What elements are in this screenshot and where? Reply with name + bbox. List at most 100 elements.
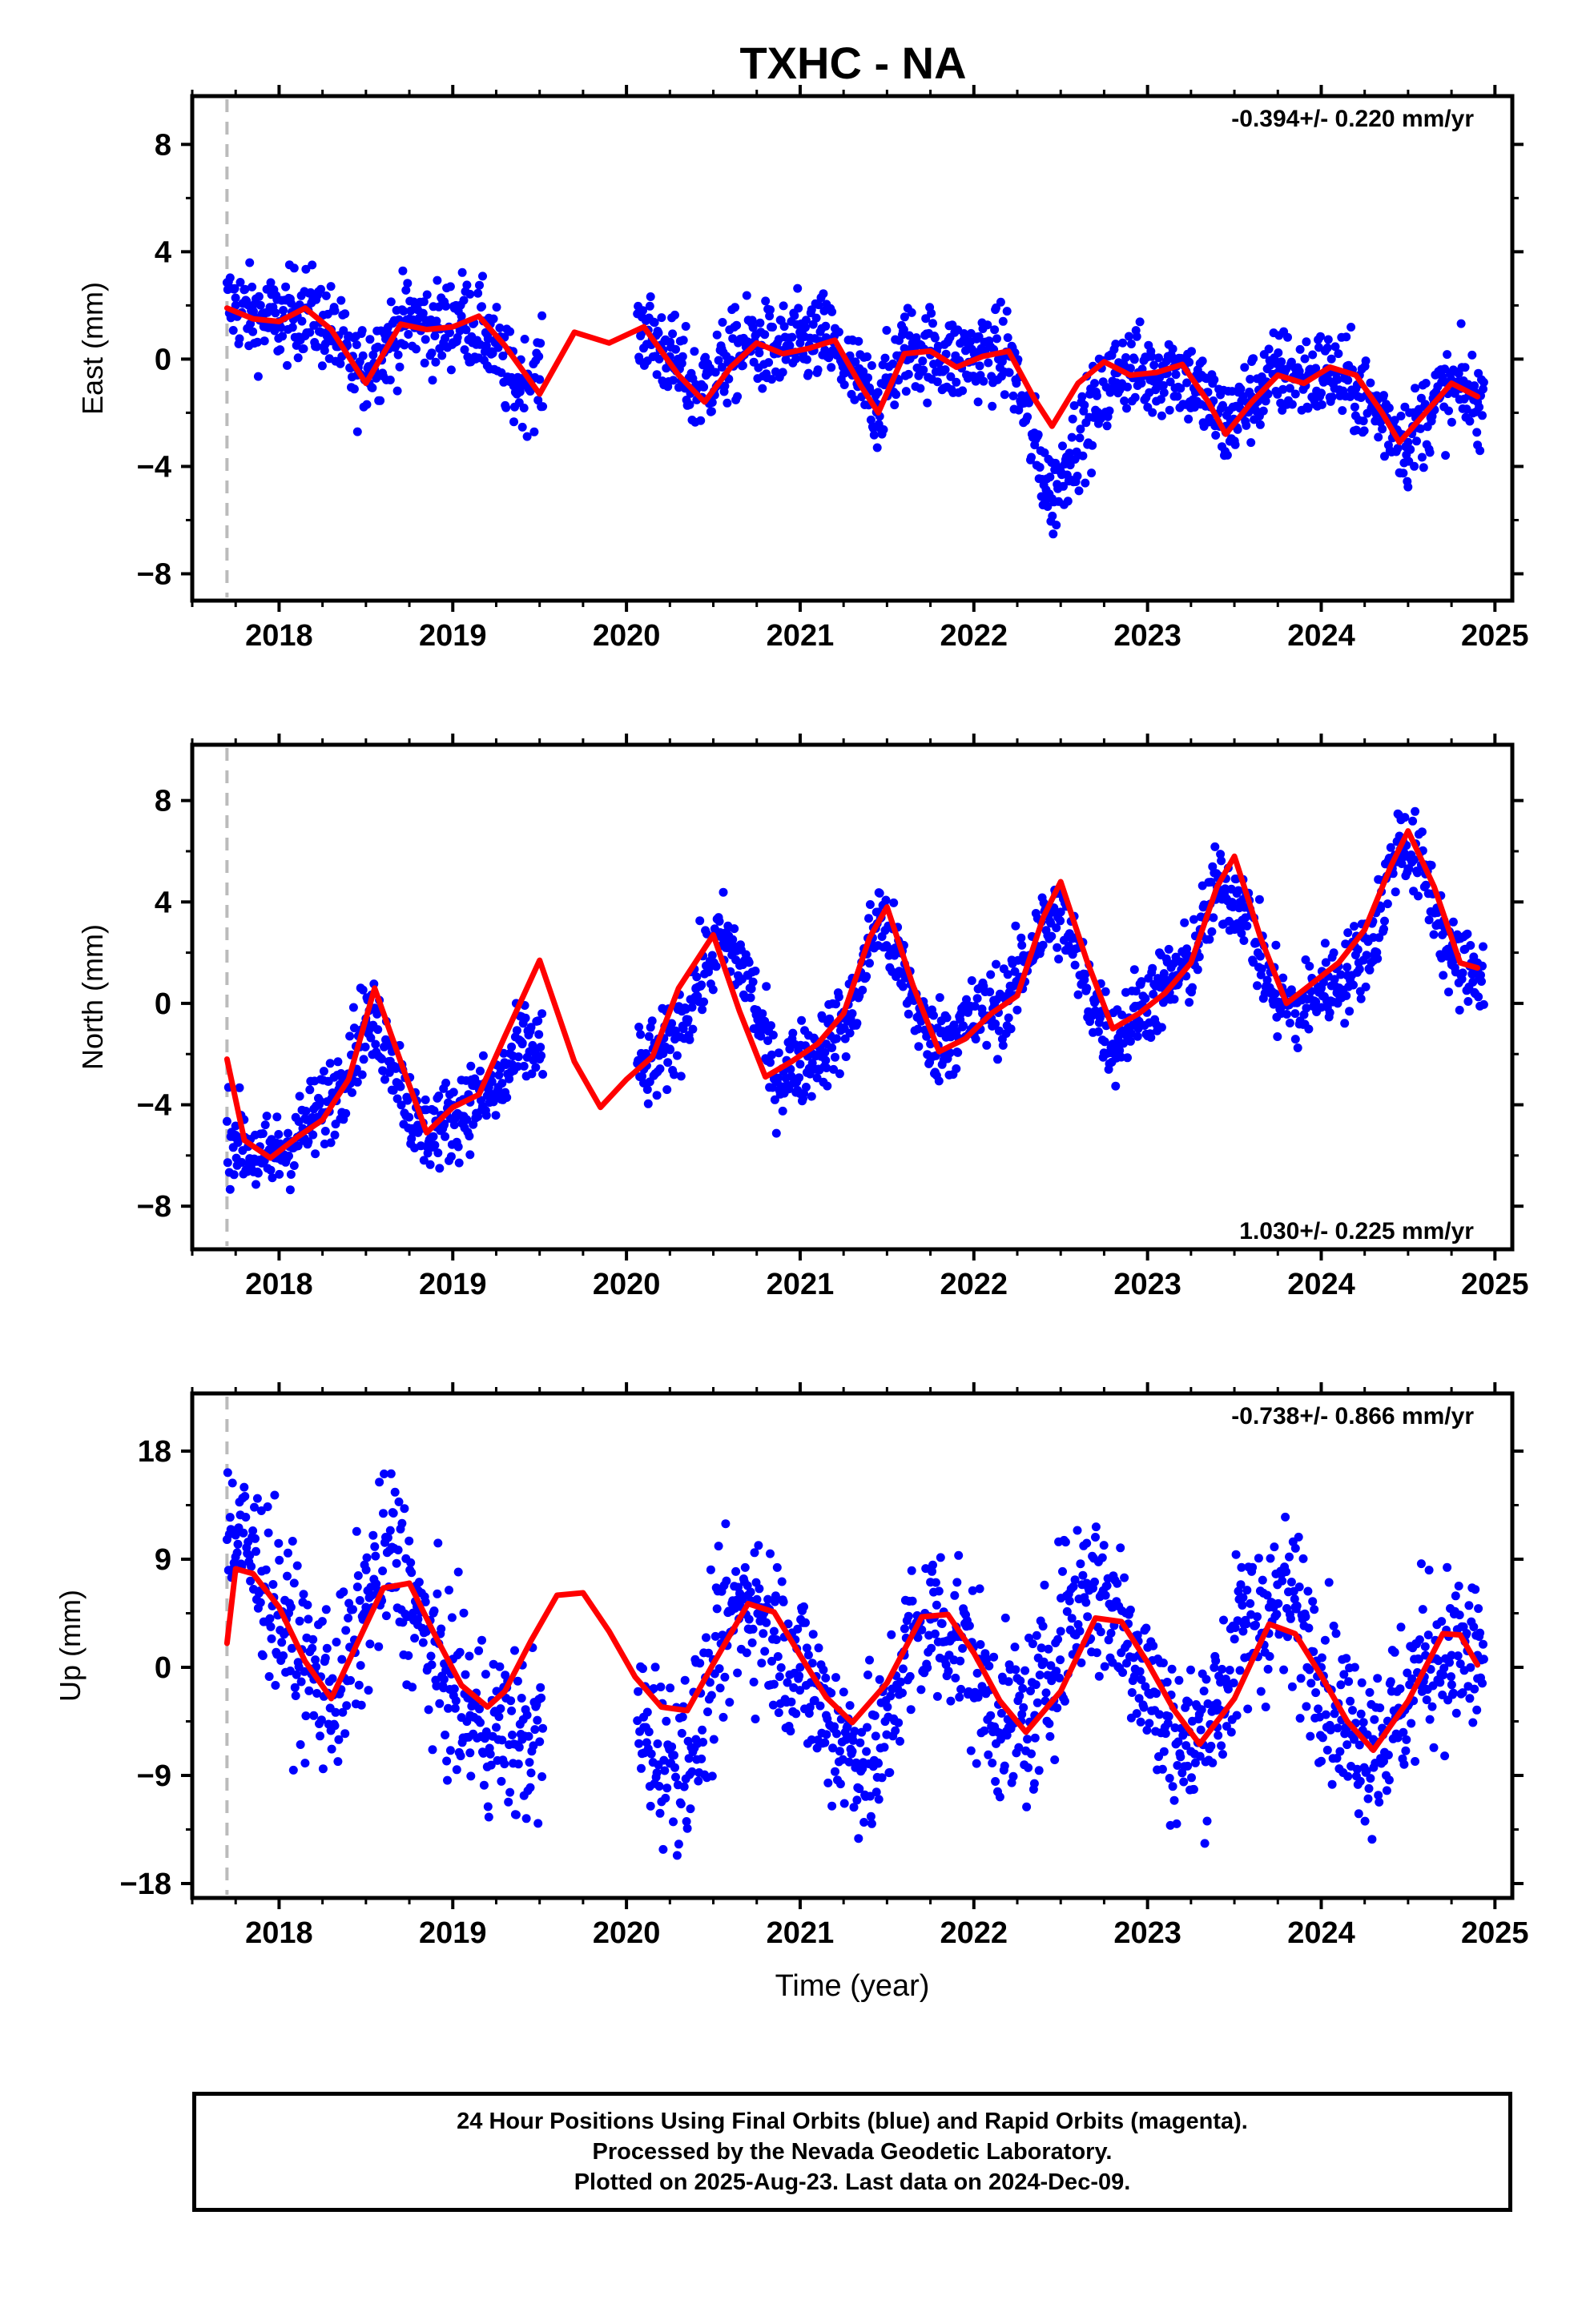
up-position-point xyxy=(684,1754,694,1763)
up-position-point xyxy=(1082,1538,1092,1548)
up-position-point xyxy=(432,1681,441,1691)
north-position-point xyxy=(1119,1039,1129,1048)
north-position-point xyxy=(1149,990,1158,999)
up-position-point xyxy=(1306,1679,1316,1688)
east-position-point xyxy=(321,291,331,300)
north-position-point xyxy=(425,1160,435,1169)
up-position-point xyxy=(447,1613,457,1622)
up-position-point xyxy=(1045,1719,1054,1728)
north-position-point xyxy=(1207,927,1217,936)
east-position-point xyxy=(1295,344,1305,354)
east-position-point xyxy=(785,341,795,350)
up-position-point xyxy=(1272,1610,1282,1619)
up-position-point xyxy=(1384,1775,1394,1785)
north-position-point xyxy=(774,1048,783,1058)
up-position-point xyxy=(654,1782,664,1791)
east-position-point xyxy=(760,330,770,340)
east-position-point xyxy=(892,390,901,400)
up-position-point xyxy=(964,1621,974,1630)
up-position-point xyxy=(1294,1532,1303,1542)
north-position-point xyxy=(763,1036,773,1045)
up-position-point xyxy=(418,1638,428,1647)
up-position-point xyxy=(1367,1835,1377,1844)
east-position-point xyxy=(245,258,255,267)
up-position-point xyxy=(296,1740,305,1749)
north-position-point xyxy=(352,1077,362,1087)
up-position-point xyxy=(1336,1680,1346,1690)
north-position-point xyxy=(441,1078,451,1088)
up-position-point xyxy=(533,1819,543,1828)
up-position-point xyxy=(1439,1671,1448,1680)
north-position-point xyxy=(1053,943,1062,952)
north-position-point xyxy=(708,985,718,995)
up-position-point xyxy=(757,1659,767,1668)
north-position-point xyxy=(345,1031,355,1041)
up-position-point xyxy=(1447,1672,1455,1682)
north-position-point xyxy=(807,1059,817,1068)
north-rate-label: 1.030+/- 0.225 mm/yr xyxy=(1239,1218,1474,1244)
up-position-point xyxy=(1454,1582,1463,1590)
up-position-point xyxy=(459,1608,469,1618)
north-position-point xyxy=(348,1003,358,1012)
up-position-point xyxy=(769,1679,779,1689)
up-position-point xyxy=(445,1586,453,1595)
east-plot-frame xyxy=(190,94,1515,603)
up-position-point xyxy=(522,1711,532,1720)
up-x-tick-label: 2021 xyxy=(767,1916,835,1950)
east-position-point xyxy=(932,377,942,387)
up-position-point xyxy=(1314,1704,1323,1714)
up-position-point xyxy=(1196,1725,1206,1735)
north-position-point xyxy=(1081,970,1090,979)
up-position-point xyxy=(514,1743,524,1752)
east-position-point xyxy=(1210,375,1219,384)
east-position-point xyxy=(230,283,240,293)
east-position-point xyxy=(723,398,732,408)
north-position-point xyxy=(971,1035,980,1043)
east-position-point xyxy=(432,316,441,326)
east-position-point xyxy=(457,267,467,277)
up-position-point xyxy=(638,1664,647,1674)
north-position-point xyxy=(1054,955,1064,964)
east-position-point xyxy=(1406,444,1415,454)
up-position-point xyxy=(1004,1677,1013,1687)
east-data-point xyxy=(900,344,909,353)
up-position-point xyxy=(744,1614,754,1624)
up-position-point xyxy=(530,1725,540,1735)
up-position-point xyxy=(443,1775,452,1785)
up-position-point xyxy=(707,1771,717,1781)
east-position-point xyxy=(495,324,505,332)
up-position-point xyxy=(1232,1711,1242,1720)
up-position-point xyxy=(1303,1586,1313,1596)
up-position-point xyxy=(877,1773,887,1783)
up-position-point xyxy=(270,1490,280,1500)
up-position-point xyxy=(1382,1786,1391,1795)
north-position-point xyxy=(786,1064,795,1074)
east-position-point xyxy=(973,397,983,407)
north-position-point xyxy=(465,1132,474,1141)
up-position-point xyxy=(1375,1703,1385,1713)
up-position-point xyxy=(1046,1661,1056,1671)
up-position-point xyxy=(406,1558,416,1567)
up-position-point xyxy=(956,1684,966,1694)
north-position-point xyxy=(366,1033,376,1043)
east-position-point xyxy=(520,335,529,344)
up-position-point xyxy=(1462,1629,1471,1638)
up-position-point xyxy=(240,1492,250,1501)
north-position-point xyxy=(1234,886,1243,895)
east-position-point xyxy=(1205,413,1214,423)
east-position-point xyxy=(1443,350,1452,360)
up-position-point xyxy=(1326,1725,1335,1735)
up-position-point xyxy=(1123,1639,1132,1649)
east-position-point xyxy=(791,354,801,364)
up-position-point xyxy=(1183,1761,1193,1771)
north-y-tick-label: −8 xyxy=(137,1190,171,1224)
east-position-point xyxy=(536,339,545,348)
east-position-point xyxy=(873,388,883,397)
north-position-point xyxy=(1340,1019,1350,1028)
east-position-point xyxy=(517,422,527,432)
up-position-point xyxy=(1354,1809,1363,1819)
east-position-point xyxy=(283,360,292,370)
up-position-point xyxy=(968,1586,977,1595)
east-position-point xyxy=(288,323,297,332)
up-position-point xyxy=(822,1730,831,1739)
